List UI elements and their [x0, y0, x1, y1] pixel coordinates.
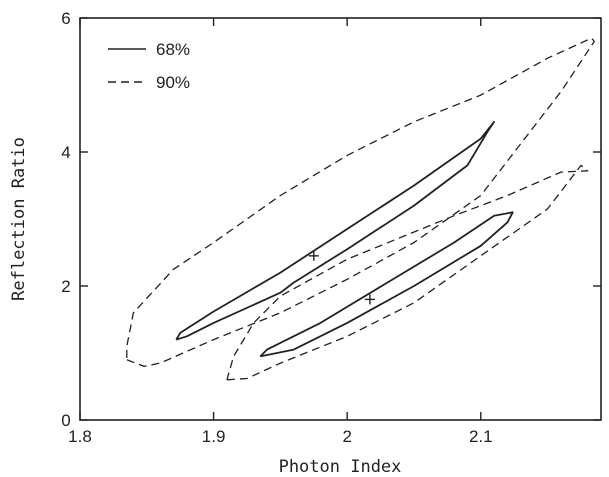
- x-tick-label: 2: [342, 427, 351, 446]
- best-fit-markers: [308, 250, 375, 305]
- contour-90-1: [126, 37, 595, 368]
- y-tick-label: 0: [61, 411, 70, 430]
- y-axis-title: Reflection Ratio: [9, 137, 29, 301]
- y-tick-label: 2: [61, 277, 70, 296]
- x-tick-label: 2.1: [469, 427, 493, 446]
- y-tick-label: 4: [61, 143, 70, 162]
- best-fit-plus-icon: [308, 250, 319, 261]
- y-ticks: 0 2 4 6: [61, 9, 601, 430]
- x-tick-label: 1.9: [202, 427, 226, 446]
- legend-label-68: 68%: [156, 40, 190, 59]
- x-axis-title: Photon Index: [279, 457, 402, 477]
- plot-frame: [79, 17, 602, 421]
- contour-68-2: [259, 211, 514, 358]
- contours: [126, 37, 595, 381]
- legend-label-90: 90%: [156, 73, 190, 92]
- y-tick-label: 6: [61, 9, 70, 28]
- legend: 68% 90%: [108, 40, 190, 92]
- x-tick-label: 1.8: [68, 427, 92, 446]
- contour-68-1: [175, 120, 496, 341]
- best-fit-plus-icon: [364, 294, 375, 305]
- x-ticks: 1.8 1.9 2 2.1: [68, 18, 493, 446]
- contour-90-2: [226, 164, 589, 381]
